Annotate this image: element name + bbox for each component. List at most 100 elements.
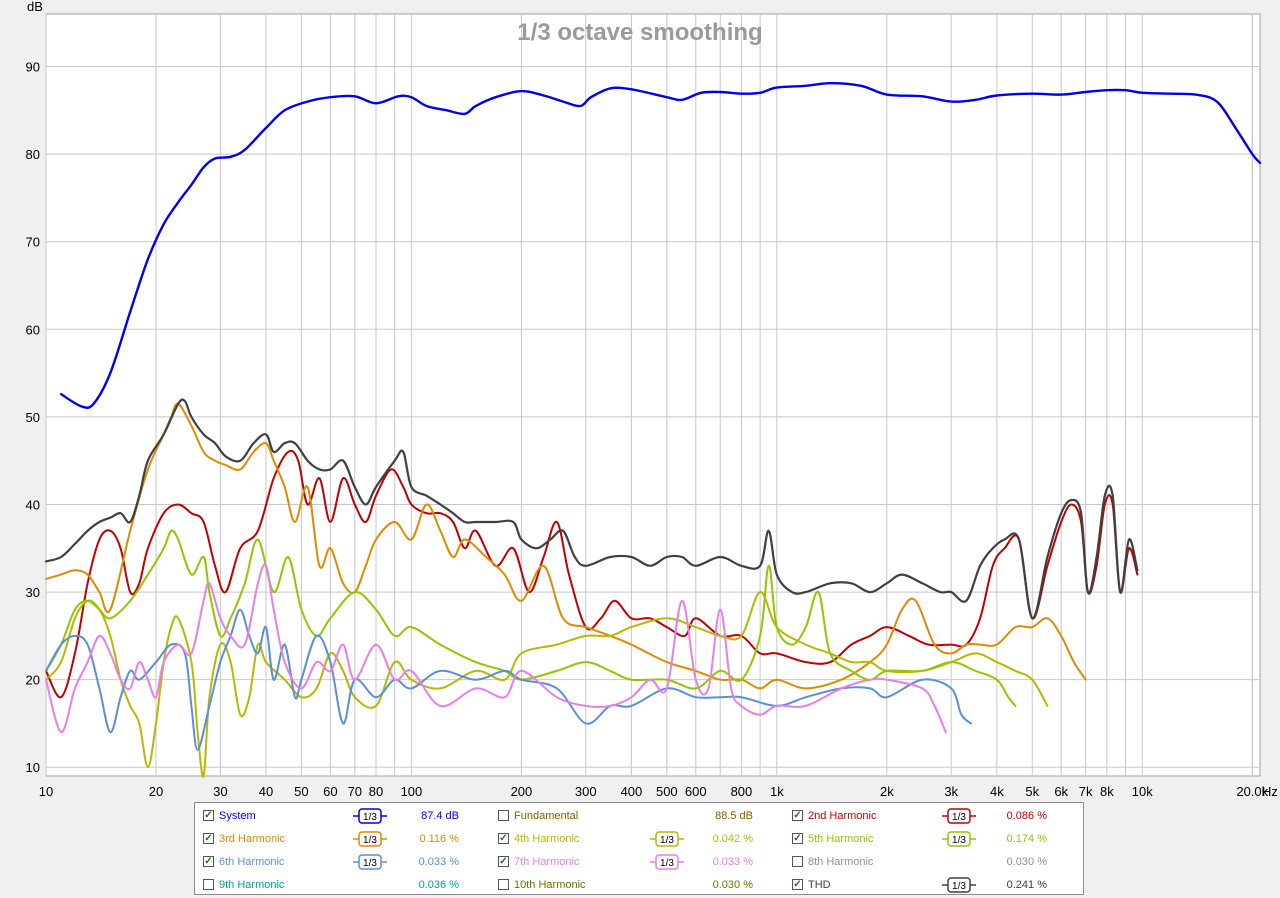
series-line-thd	[44, 398, 1139, 620]
smoothing-button-h6[interactable]: 1/3	[353, 854, 387, 870]
x-tick-label: 3k	[944, 784, 958, 799]
x-tick-label: 1k	[770, 784, 784, 799]
x-tick-label: 100	[401, 784, 423, 799]
axis-ticks: 10 20 30 40 50 60 70 80 90 10 20 30 40 50 60 70 80 100 200…	[26, 60, 1269, 799]
x-tick-label: 10	[39, 784, 53, 799]
smoothing-label: 1/3	[660, 858, 674, 869]
legend-label-h8: 8th Harmonic	[808, 856, 874, 868]
legend-row: 9th Harmonic 0.036 % 10th Harmonic 0.030 % ✓…	[195, 875, 1083, 895]
y-tick-label: 10	[26, 760, 40, 775]
x-tick-label: 600	[685, 784, 707, 799]
smoothing-label: 1/3	[363, 812, 377, 823]
smoothing-label: 1/3	[952, 881, 966, 892]
smoothing-button-system[interactable]: 1/3	[353, 808, 387, 824]
legend-checkbox-h4[interactable]: ✓	[498, 833, 509, 844]
legend-value-h4: 0.042 %	[712, 833, 753, 845]
legend-checkbox-fundamental[interactable]	[498, 810, 509, 821]
legend-value-h5: 0.174 %	[1006, 833, 1047, 845]
legend-row: ✓ System 1/3 87.4 dB Fundamental 88.5 dB ✓ 2nd …	[195, 806, 1083, 826]
legend-item-h8: 8th Harmonic 0.030 %	[792, 852, 1072, 872]
x-tick-label: 2k	[880, 784, 894, 799]
smoothing-button-thd[interactable]: 1/3	[942, 877, 976, 893]
series-line-6th-harmonic	[45, 608, 972, 751]
smoothing-button-h3[interactable]: 1/3	[353, 831, 387, 847]
legend-value-fundamental: 88.5 dB	[715, 810, 753, 822]
legend-value-h3: 0.116 %	[419, 833, 459, 845]
x-tick-label: 500	[656, 784, 678, 799]
legend-item-fundamental: Fundamental 88.5 dB	[498, 806, 778, 826]
y-tick-label: 50	[26, 410, 40, 425]
legend-label-system: System	[219, 810, 256, 822]
y-tick-label: 60	[26, 322, 40, 337]
legend-checkbox-h7[interactable]: ✓	[498, 856, 509, 867]
legend-value-thd: 0.241 %	[1006, 879, 1047, 891]
grid-lines	[45, 14, 1260, 776]
series-line-3rd-harmonic	[45, 402, 1087, 690]
legend-checkbox-h10[interactable]	[498, 879, 509, 890]
y-tick-label: 30	[26, 585, 40, 600]
legend-item-h6: ✓ 6th Harmonic 1/3 0.033 %	[203, 852, 483, 872]
smoothing-label: 1/3	[952, 835, 966, 846]
smoothing-button-h2[interactable]: 1/3	[942, 808, 976, 824]
legend-checkbox-h9[interactable]	[203, 879, 214, 890]
legend-row: ✓ 3rd Harmonic 1/3 0.116 % ✓ 4th Harmonic 1/3 0…	[195, 829, 1083, 849]
y-tick-label: 90	[26, 60, 40, 75]
smoothing-button-h4[interactable]: 1/3	[650, 831, 684, 847]
legend-item-h4: ✓ 4th Harmonic 1/3 0.042 %	[498, 829, 778, 849]
x-tick-label: 800	[731, 784, 753, 799]
legend-value-h9: 0.036 %	[418, 879, 459, 891]
smoothing-label: 1/3	[363, 835, 377, 846]
series-line-system	[59, 82, 1262, 409]
y-tick-label: 40	[26, 497, 40, 512]
legend-checkbox-h3[interactable]: ✓	[203, 833, 214, 844]
x-tick-label: 30	[213, 784, 227, 799]
legend-label-h6: 6th Harmonic	[219, 856, 285, 868]
legend-checkbox-thd[interactable]: ✓	[792, 879, 803, 890]
legend-label-h2: 2nd Harmonic	[808, 810, 877, 822]
legend-label-h9: 9th Harmonic	[219, 879, 285, 891]
series-lines	[44, 82, 1262, 778]
legend-row: ✓ 6th Harmonic 1/3 0.033 % ✓ 7th Harmonic 1/3 0…	[195, 852, 1083, 872]
smoothing-button-h7[interactable]: 1/3	[650, 854, 684, 870]
legend-checkbox-h5[interactable]: ✓	[792, 833, 803, 844]
legend-label-h4: 4th Harmonic	[514, 833, 580, 845]
series-line-5th-harmonic	[45, 529, 1017, 707]
legend-item-h10: 10th Harmonic 0.030 %	[498, 875, 778, 895]
series-line-7th-harmonic	[45, 563, 947, 734]
x-tick-label: 10k	[1132, 784, 1153, 799]
legend-item-h2: ✓ 2nd Harmonic 1/3 0.086 %	[792, 806, 1072, 826]
x-tick-label: 80	[369, 784, 383, 799]
legend-item-system: ✓ System 1/3 87.4 dB	[203, 806, 483, 826]
y-tick-label: 80	[26, 147, 40, 162]
legend-checkbox-system[interactable]: ✓	[203, 810, 214, 821]
legend-label-h7: 7th Harmonic	[514, 856, 580, 868]
x-tick-label: 400	[621, 784, 643, 799]
x-tick-label: 20	[149, 784, 163, 799]
legend-item-thd: ✓ THD 1/3 0.241 %	[792, 875, 1072, 895]
plot-area	[45, 13, 1261, 777]
legend-item-h5: ✓ 5th Harmonic 1/3 0.174 %	[792, 829, 1072, 849]
y-tick-label: 70	[26, 235, 40, 250]
x-tick-label: 70	[348, 784, 362, 799]
legend-value-h8: 0.030 %	[1006, 856, 1047, 868]
smoothing-label: 1/3	[363, 858, 377, 869]
legend-value-h2: 0.086 %	[1006, 810, 1047, 822]
x-tick-label: 5k	[1025, 784, 1039, 799]
legend-label-h3: 3rd Harmonic	[219, 833, 286, 845]
x-tick-label: 20.0k	[1236, 784, 1268, 799]
legend-checkbox-h2[interactable]: ✓	[792, 810, 803, 821]
legend-label-h10: 10th Harmonic	[514, 879, 586, 891]
legend-label-fundamental: Fundamental	[514, 810, 579, 822]
legend-item-h7: ✓ 7th Harmonic 1/3 0.033 %	[498, 852, 778, 872]
legend-checkbox-h6[interactable]: ✓	[203, 856, 214, 867]
smoothing-button-h5[interactable]: 1/3	[942, 831, 976, 847]
x-tick-label: 50	[294, 784, 308, 799]
legend-checkbox-h8[interactable]	[792, 856, 803, 867]
legend-value-system: 87.4 dB	[421, 810, 459, 822]
frequency-response-chart: 10 20 30 40 50 60 70 80 90 10 20 30 40 50 60 70 80 100 200…	[26, 0, 1278, 799]
x-tick-label: 300	[575, 784, 597, 799]
x-tick-label: 7k	[1079, 784, 1093, 799]
x-axis-unit: Hz	[1262, 784, 1278, 799]
y-axis-unit: dB	[27, 0, 43, 14]
x-tick-label: 4k	[990, 784, 1004, 799]
